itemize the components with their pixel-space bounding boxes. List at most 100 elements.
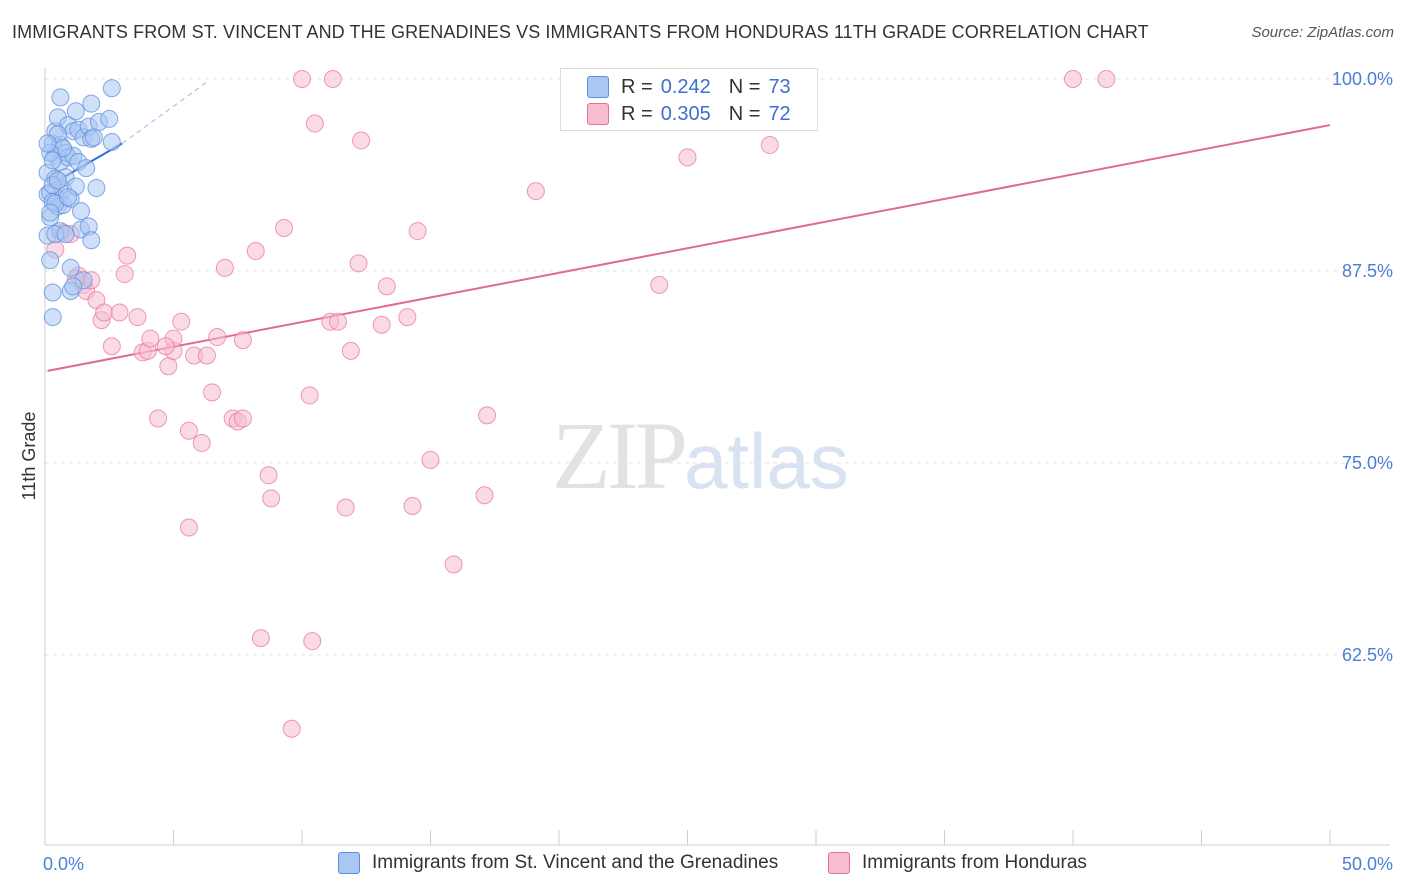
y-tick-label: 75.0% bbox=[1342, 453, 1393, 473]
legend-row-honduras: R = 0.305 N = 72 bbox=[587, 102, 791, 126]
point-honduras bbox=[323, 70, 342, 88]
point-honduras bbox=[336, 498, 355, 517]
point-honduras bbox=[403, 497, 422, 516]
point-honduras bbox=[110, 303, 129, 322]
legend-row-stvincent: R = 0.242 N = 73 bbox=[587, 75, 791, 99]
point-stvincent bbox=[84, 128, 103, 147]
point-honduras bbox=[328, 312, 347, 331]
bottom-legend-label: Immigrants from St. Vincent and the Gren… bbox=[372, 852, 779, 873]
bottom-legend-swatch-blue bbox=[338, 852, 360, 874]
point-honduras bbox=[215, 258, 234, 277]
point-stvincent bbox=[43, 283, 62, 302]
point-stvincent bbox=[64, 277, 83, 296]
point-honduras bbox=[118, 246, 137, 265]
point-stvincent bbox=[41, 203, 60, 222]
x-tick-label: 0.0% bbox=[43, 854, 84, 874]
point-honduras bbox=[421, 450, 440, 469]
legend-n-value: 73 bbox=[768, 75, 791, 98]
bottom-legend-item-honduras[interactable]: Immigrants from Honduras bbox=[828, 852, 1087, 874]
point-honduras bbox=[398, 308, 417, 327]
legend-r-label: R = bbox=[621, 75, 653, 98]
point-honduras bbox=[349, 254, 368, 273]
point-stvincent bbox=[77, 159, 96, 178]
point-stvincent bbox=[51, 88, 70, 107]
point-stvincent bbox=[38, 134, 57, 153]
stats-legend: R = 0.242 N = 73 R = 0.305 N = 72 bbox=[560, 68, 818, 131]
y-tick-label: 62.5% bbox=[1342, 645, 1393, 665]
point-stvincent bbox=[82, 231, 101, 250]
point-honduras bbox=[300, 386, 319, 405]
bottom-legend-swatch-pink bbox=[828, 852, 850, 874]
point-stvincent bbox=[56, 225, 75, 244]
bottom-legend-label: Immigrants from Honduras bbox=[862, 852, 1087, 873]
point-honduras bbox=[526, 182, 545, 201]
point-honduras bbox=[115, 265, 134, 284]
point-stvincent bbox=[102, 79, 121, 98]
trendline-stvincent-extension bbox=[121, 81, 208, 144]
point-honduras bbox=[377, 277, 396, 296]
bottom-legend-item-stvincent[interactable]: Immigrants from St. Vincent and the Gren… bbox=[338, 852, 778, 874]
y-tick-label: 87.5% bbox=[1342, 261, 1393, 281]
point-stvincent bbox=[66, 102, 85, 121]
point-honduras bbox=[179, 518, 198, 537]
legend-n-value: 72 bbox=[768, 102, 791, 125]
point-honduras bbox=[650, 275, 669, 294]
legend-r-label: R = bbox=[621, 102, 653, 125]
legend-n-label: N = bbox=[728, 102, 761, 125]
x-tick-label: 50.0% bbox=[1342, 854, 1393, 874]
zipatlas-watermark: ZIPatlas bbox=[552, 400, 849, 511]
point-honduras bbox=[678, 148, 697, 167]
y-tick-label: 100.0% bbox=[1332, 69, 1393, 89]
tick-labels: 100.0% 87.5% 75.0% 62.5% 0.0% 50.0% 11th Grade bbox=[19, 69, 1393, 874]
point-stvincent bbox=[43, 151, 62, 170]
legend-swatch-pink bbox=[587, 103, 609, 125]
legend-n-label: N = bbox=[728, 75, 761, 98]
point-honduras bbox=[478, 406, 497, 425]
watermark-atlas: atlas bbox=[684, 417, 849, 505]
point-stvincent bbox=[82, 94, 101, 113]
point-honduras bbox=[233, 331, 252, 350]
point-honduras bbox=[233, 409, 252, 428]
point-honduras bbox=[179, 421, 198, 440]
point-honduras bbox=[246, 242, 265, 261]
point-honduras bbox=[341, 341, 360, 360]
point-honduras bbox=[128, 308, 147, 327]
point-honduras bbox=[156, 337, 175, 356]
point-honduras bbox=[141, 329, 160, 348]
point-honduras bbox=[192, 434, 211, 453]
legend-r-value: 0.305 bbox=[660, 102, 711, 125]
point-honduras bbox=[197, 346, 216, 365]
legend-swatch-blue bbox=[587, 76, 609, 98]
point-honduras bbox=[172, 312, 191, 331]
watermark-zip: ZIP bbox=[552, 402, 688, 509]
point-honduras bbox=[293, 70, 311, 88]
point-stvincent bbox=[87, 179, 106, 198]
source-label: Source: ZipAtlas.com bbox=[1251, 24, 1394, 41]
point-honduras bbox=[95, 303, 114, 322]
point-honduras bbox=[1064, 70, 1082, 88]
point-honduras bbox=[149, 409, 168, 428]
point-stvincent bbox=[41, 251, 60, 270]
point-honduras bbox=[303, 632, 322, 651]
point-honduras bbox=[760, 136, 779, 155]
point-stvincent bbox=[48, 171, 67, 190]
point-stvincent bbox=[100, 109, 119, 128]
point-honduras bbox=[352, 131, 371, 150]
point-honduras bbox=[444, 555, 463, 574]
point-stvincent bbox=[71, 202, 90, 221]
trendline-honduras bbox=[47, 124, 1331, 372]
point-honduras bbox=[282, 719, 301, 738]
point-honduras bbox=[408, 222, 427, 241]
point-honduras bbox=[102, 337, 121, 356]
point-honduras bbox=[372, 315, 391, 334]
point-honduras bbox=[305, 114, 324, 133]
axes bbox=[44, 68, 1390, 846]
legend-r-value: 0.242 bbox=[660, 75, 711, 98]
point-honduras bbox=[275, 218, 294, 237]
bottom-legend: Immigrants from St. Vincent and the Gren… bbox=[0, 852, 1406, 878]
point-honduras bbox=[203, 383, 222, 402]
point-stvincent bbox=[61, 258, 80, 277]
point-stvincent bbox=[43, 308, 62, 327]
chart-title: IMMIGRANTS FROM ST. VINCENT AND THE GREN… bbox=[12, 22, 1149, 42]
